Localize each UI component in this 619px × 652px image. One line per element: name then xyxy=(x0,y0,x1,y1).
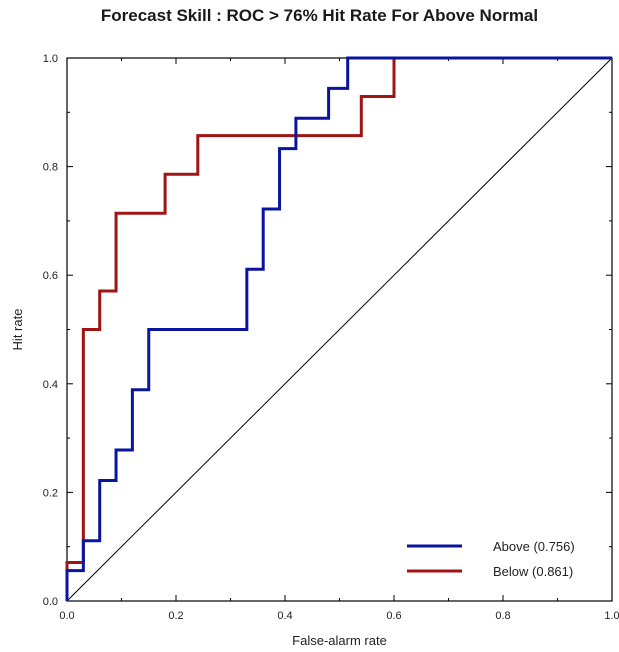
chart-title: Forecast Skill : ROC > 76% Hit Rate For … xyxy=(100,6,539,25)
x-tick-label: 0.0 xyxy=(59,610,74,622)
y-tick-label: 0.8 xyxy=(43,162,58,174)
y-tick-label: 0.4 xyxy=(43,379,58,391)
x-tick-label: 0.8 xyxy=(495,610,510,622)
x-tick-label: 0.6 xyxy=(386,610,401,622)
plot-area: 0.0 0.2 0.4 0.6 0.8 1.0 0.0 0.2 0.4 0.6 0.8 1.0 Fals… xyxy=(10,53,619,648)
y-tick-label: 0.2 xyxy=(43,487,58,499)
y-tick-label: 0.6 xyxy=(43,270,58,282)
legend-label-above: Above (0.756) xyxy=(493,539,575,554)
diagonal-reference-line xyxy=(66,57,613,602)
series-line-below xyxy=(65,56,612,601)
y-tick-label: 1.0 xyxy=(43,53,58,65)
legend-label-below: Below (0.861) xyxy=(493,564,573,579)
y-tick-label: 0.0 xyxy=(43,596,58,608)
series-line-above xyxy=(65,56,612,601)
x-tick-label: 0.4 xyxy=(277,610,292,622)
x-tick-label: 0.2 xyxy=(168,610,183,622)
x-tick-label: 1.0 xyxy=(604,610,619,622)
y-axis-label: Hit rate xyxy=(10,309,25,351)
x-axis-label: False-alarm rate xyxy=(292,633,387,648)
